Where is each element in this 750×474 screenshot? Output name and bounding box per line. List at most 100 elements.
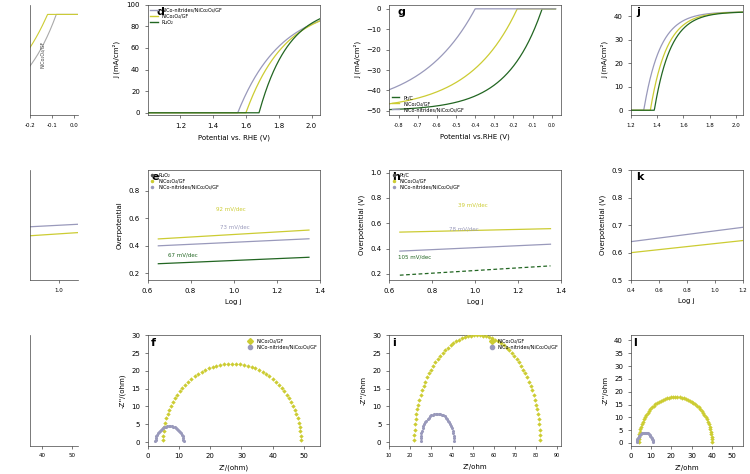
Point [637,429,649,437]
Y-axis label: -Z''/(ohm): -Z''/(ohm) [118,373,125,408]
Point [413,396,425,403]
Point [214,361,226,369]
Point [448,437,460,445]
Point [159,419,171,427]
Point [273,381,285,388]
Point [423,370,435,377]
Point [176,384,188,392]
Point [419,420,430,428]
Point [176,429,188,437]
Point [640,411,652,419]
Point [682,396,694,403]
Point [706,436,718,443]
Point [530,401,542,408]
Point [226,360,238,368]
Point [218,361,230,368]
Point [644,432,656,439]
X-axis label: Potential vs.RHE (V): Potential vs.RHE (V) [440,133,510,140]
Point [506,349,518,356]
Point [284,394,296,402]
Y-axis label: -Z''/ohm: -Z''/ohm [361,376,367,405]
Point [443,419,455,426]
Point [421,374,433,381]
Point [532,416,544,423]
Point [276,384,288,392]
Point [691,402,703,410]
Text: g: g [398,7,406,17]
Point [647,439,659,447]
Point [192,370,204,378]
Point [465,332,477,340]
Point [636,420,648,428]
Point [688,399,700,407]
Point [689,401,701,408]
X-axis label: Log j: Log j [678,299,694,304]
Point [211,362,223,370]
Point [436,411,448,419]
Point [446,422,458,430]
Point [260,370,272,378]
Point [634,431,646,438]
Point [632,434,644,441]
Point [154,426,166,433]
X-axis label: Potential vs. RHE (V): Potential vs. RHE (V) [198,134,270,141]
Point [230,360,242,368]
Point [425,366,437,374]
Point [419,378,431,385]
Point [644,431,656,438]
Point [474,332,486,339]
Point [424,412,436,420]
Text: i: i [392,337,396,347]
Point [154,427,166,435]
Point [430,358,442,366]
Point [634,428,646,436]
Point [442,344,454,351]
Point [418,422,430,430]
Point [646,435,658,443]
Point [477,332,489,340]
Point [446,425,458,432]
Point [706,438,718,446]
Point [635,430,647,438]
Point [295,437,307,444]
Text: NiCo₂O₄/GF: NiCo₂O₄/GF [40,41,45,68]
Legend: RuO₂, NiCo₂O₄/GF, NiCo-nitrides/NiCo₂O₄/GF: RuO₂, NiCo₂O₄/GF, NiCo-nitrides/NiCo₂O₄/… [150,173,220,191]
Point [665,393,677,401]
Point [234,361,246,368]
Point [498,342,510,349]
Point [513,358,525,366]
Point [700,413,712,421]
Point [639,413,651,421]
Point [158,428,170,435]
Point [178,436,190,443]
Point [638,429,650,437]
Y-axis label: J (mA/cm²): J (mA/cm²) [113,41,121,78]
Text: 78 mV/dec: 78 mV/dec [449,227,479,232]
Point [500,344,512,351]
Point [290,410,302,418]
Point [425,411,437,419]
Point [179,381,191,388]
Point [242,362,254,370]
Point [185,375,197,383]
Point [646,403,658,411]
Point [440,414,452,421]
Point [445,342,457,349]
Point [165,402,177,410]
Point [462,333,474,340]
Point [534,436,546,444]
Point [411,406,423,413]
Point [641,409,653,417]
X-axis label: Log j: Log j [225,300,242,305]
Point [638,416,650,423]
Point [409,426,421,433]
Point [416,387,428,394]
Point [680,395,692,402]
Point [524,378,536,385]
Point [256,368,268,376]
Point [169,423,181,431]
Point [700,416,712,423]
Point [459,334,471,341]
Point [415,432,427,439]
Point [633,438,645,446]
